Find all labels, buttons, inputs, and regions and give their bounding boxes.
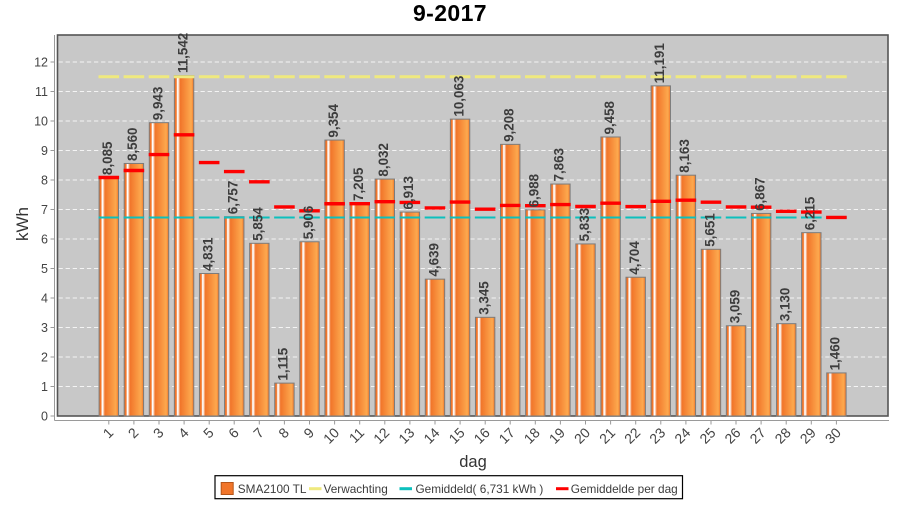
svg-text:1: 1 <box>41 380 48 394</box>
svg-text:11,542: 11,542 <box>175 33 190 73</box>
svg-text:dag: dag <box>459 453 487 471</box>
svg-text:3,059: 3,059 <box>727 290 742 324</box>
svg-text:9-2017: 9-2017 <box>413 0 487 26</box>
svg-text:2: 2 <box>41 351 48 365</box>
svg-text:11: 11 <box>35 85 48 99</box>
svg-text:9,458: 9,458 <box>602 100 617 134</box>
svg-text:10,063: 10,063 <box>451 76 466 117</box>
svg-text:3,130: 3,130 <box>778 288 793 322</box>
svg-text:9: 9 <box>41 144 48 158</box>
svg-text:9,354: 9,354 <box>326 104 341 138</box>
svg-text:4: 4 <box>41 292 48 306</box>
svg-text:1,115: 1,115 <box>276 347 291 380</box>
svg-text:0: 0 <box>41 410 48 424</box>
svg-text:Gemiddeld( 6,731 kWh ): Gemiddeld( 6,731 kWh ) <box>416 482 544 496</box>
svg-text:8,163: 8,163 <box>677 139 692 173</box>
svg-text:9,943: 9,943 <box>150 87 165 121</box>
svg-text:10: 10 <box>34 115 48 129</box>
svg-text:7: 7 <box>41 203 48 217</box>
svg-text:5: 5 <box>41 262 48 276</box>
svg-text:Verwachting: Verwachting <box>324 482 388 496</box>
svg-text:6,757: 6,757 <box>226 181 241 215</box>
svg-text:6,215: 6,215 <box>803 196 818 230</box>
svg-text:5,854: 5,854 <box>251 207 266 241</box>
svg-text:1,460: 1,460 <box>828 337 843 371</box>
svg-text:8,560: 8,560 <box>125 127 140 161</box>
svg-text:3,345: 3,345 <box>477 281 492 315</box>
svg-text:9,208: 9,208 <box>502 108 517 142</box>
svg-text:kWh: kWh <box>13 207 32 241</box>
svg-text:7,205: 7,205 <box>351 167 366 201</box>
svg-text:5,833: 5,833 <box>577 208 592 242</box>
svg-text:6,867: 6,867 <box>752 177 767 211</box>
svg-text:5,906: 5,906 <box>301 206 316 240</box>
svg-text:Gemiddelde per dag: Gemiddelde per dag <box>571 482 678 496</box>
svg-text:8,032: 8,032 <box>376 143 391 177</box>
svg-text:11,191: 11,191 <box>652 43 667 84</box>
svg-text:8,085: 8,085 <box>100 141 115 175</box>
svg-text:SMA2100 TL: SMA2100 TL <box>238 482 307 496</box>
svg-text:8: 8 <box>41 174 48 188</box>
svg-text:4,704: 4,704 <box>627 241 642 275</box>
svg-text:4,831: 4,831 <box>201 237 216 271</box>
svg-text:5,651: 5,651 <box>702 213 717 247</box>
svg-text:7,863: 7,863 <box>552 148 567 182</box>
svg-text:6,913: 6,913 <box>401 176 416 210</box>
svg-text:6: 6 <box>41 233 48 247</box>
svg-text:4,639: 4,639 <box>426 243 441 277</box>
svg-text:6,988: 6,988 <box>527 173 542 207</box>
svg-text:3: 3 <box>41 321 48 335</box>
svg-text:12: 12 <box>34 56 48 70</box>
